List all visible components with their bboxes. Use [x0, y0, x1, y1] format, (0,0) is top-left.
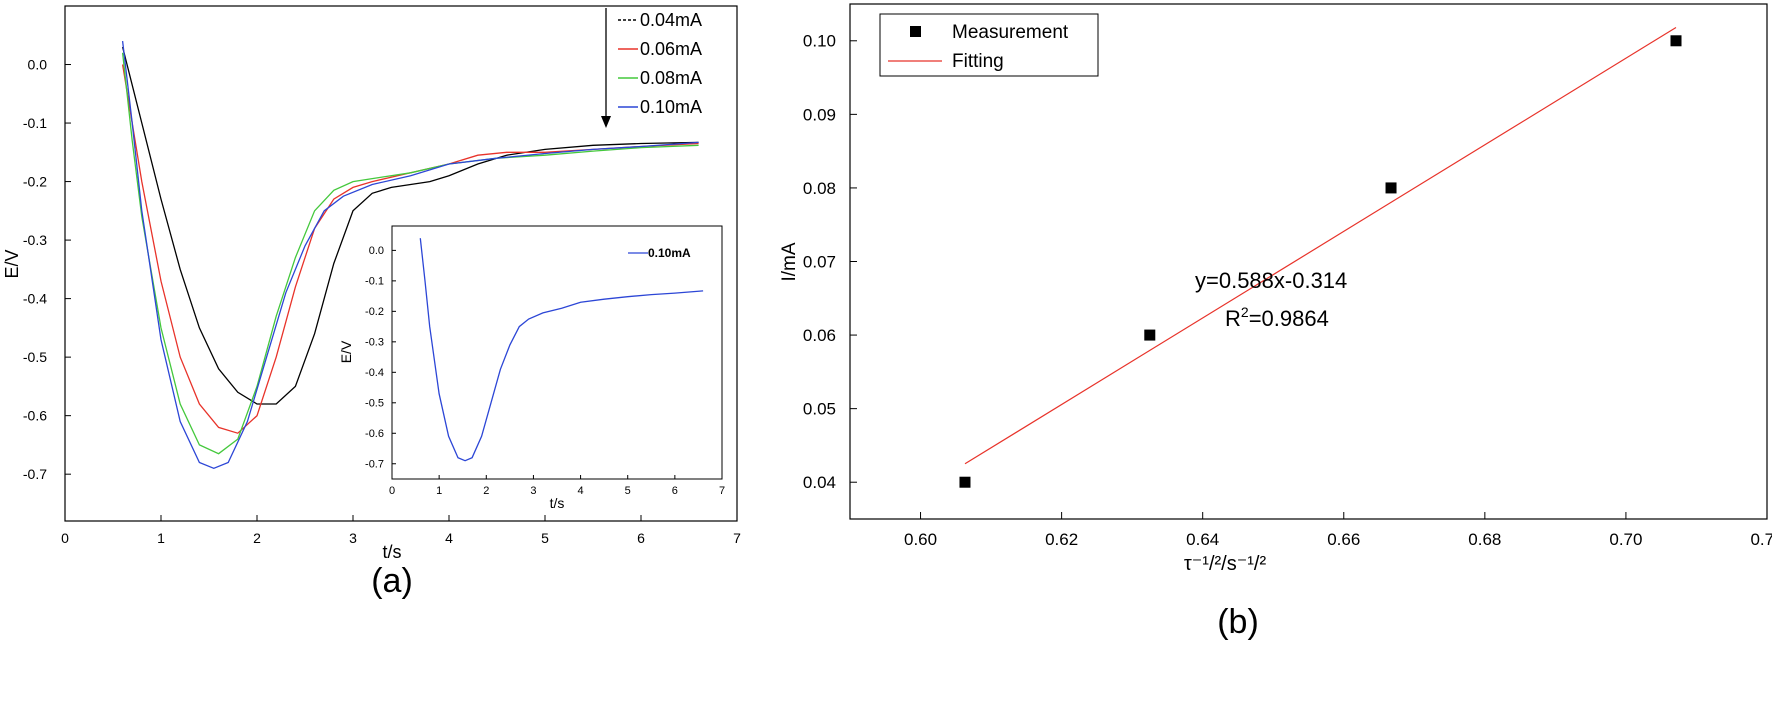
x-tick-label: 0.64	[1186, 530, 1219, 549]
x-tick-label: 7	[733, 530, 741, 546]
panel-b-data	[959, 26, 1682, 488]
inset-axes: 0 1 2 3 4 5 6 7 0.0 -0.1 -0.2 -0.3 -0.4 -0.5 -0.6 -0.7	[365, 245, 725, 497]
y-tick-label: 0.06	[803, 326, 836, 345]
fit-line	[964, 26, 1677, 465]
x-tick-label: 6	[637, 530, 645, 546]
y-tick-label: 0.07	[803, 252, 836, 271]
y-tick-label: -0.6	[365, 428, 384, 440]
x-tick-label: 4	[578, 485, 584, 497]
legend-label-measurement: Measurement	[952, 22, 1069, 43]
y-tick-label: -0.7	[23, 466, 47, 482]
y-tick-label: 0.04	[803, 473, 836, 492]
y-tick-label: 0.0	[369, 245, 384, 257]
x-tick-label: 0.72	[1750, 530, 1772, 549]
legend-box	[879, 13, 1099, 77]
panel-b-x-axis-label: τ⁻¹/²/s⁻¹/²	[1184, 553, 1267, 575]
inset-legend-label: 0.10mA	[648, 246, 691, 260]
r2-exponent: 2	[1241, 304, 1249, 320]
measurement-point	[1385, 182, 1397, 194]
y-tick-label: -0.3	[23, 232, 47, 248]
y-tick-label: -0.6	[23, 408, 47, 424]
y-tick-label: -0.2	[23, 173, 47, 189]
x-tick-label: 1	[157, 530, 165, 546]
panel-b-axes: 0.60 0.62 0.64 0.66 0.68 0.70 0.72 0.04 0.05 0.06…	[803, 32, 1772, 549]
x-tick-label: 7	[719, 485, 725, 497]
x-tick-label: 1	[436, 485, 442, 497]
fit-r-squared: R2=0.9864	[1225, 304, 1329, 331]
x-tick-label: 0.68	[1468, 530, 1501, 549]
measurement-point	[1670, 35, 1682, 47]
series-line-0.08mA	[121, 52, 699, 455]
panel-b-y-axis-label: I/mA	[779, 242, 800, 281]
panel-b: 0.60 0.62 0.64 0.66 0.68 0.70 0.72 0.04 0.05 0.06…	[779, 3, 1772, 641]
inset-frame	[391, 225, 723, 480]
panel-a-curves	[121, 41, 699, 470]
inset-curves	[419, 238, 704, 462]
x-tick-label: 3	[349, 530, 357, 546]
measurement-point	[959, 476, 971, 488]
inset-x-axis-label: t/s	[550, 495, 565, 511]
panel-a-x-axis-label: t/s	[382, 542, 401, 562]
x-tick-label: 2	[483, 485, 489, 497]
x-tick-label: 5	[625, 485, 631, 497]
y-tick-label: -0.1	[365, 276, 384, 288]
x-tick-label: 0.66	[1327, 530, 1360, 549]
y-tick-label: -0.3	[365, 337, 384, 349]
fit-equation: y=0.588x-0.314	[1195, 268, 1347, 293]
r2-value: =0.9864	[1249, 306, 1329, 331]
inset-y-axis-label: E/V	[338, 340, 354, 363]
y-tick-label: -0.7	[365, 459, 384, 471]
x-tick-label: 0	[389, 485, 395, 497]
x-tick-label: 0	[61, 530, 69, 546]
panel-a: 0 1 2 3 4 5 6 70.0-0.1-0.2-0.3-0.4-0.5-0.6-0.7 …	[2, 5, 741, 600]
x-tick-label: 6	[672, 485, 678, 497]
r2-prefix: R	[1225, 306, 1241, 331]
y-tick-label: -0.4	[365, 367, 384, 379]
x-tick-label: 0.60	[904, 530, 937, 549]
series-line-0.04mA	[121, 46, 699, 405]
panel-b-legend: Measurement Fitting	[879, 13, 1099, 77]
legend-label-fitting: Fitting	[952, 51, 1004, 72]
legend-label-1: 0.06mA	[640, 39, 702, 59]
panel-a-y-axis-label: E/V	[2, 249, 22, 278]
legend-marker-measurement	[910, 26, 921, 37]
x-tick-label: 5	[541, 530, 549, 546]
y-tick-label: -0.2	[365, 306, 384, 318]
panel-b-label: (b)	[1217, 603, 1259, 641]
legend-label-0: 0.04mA	[640, 10, 702, 30]
x-tick-label: 0.62	[1045, 530, 1078, 549]
panel-a-label: (a)	[371, 562, 413, 600]
y-tick-label: -0.4	[23, 291, 47, 307]
inset-series-line	[419, 238, 704, 462]
panel-b-plot-frame	[849, 3, 1768, 520]
measurement-point	[1144, 329, 1156, 341]
y-tick-label: 0.09	[803, 105, 836, 124]
series-line-0.10mA	[121, 41, 699, 470]
legend-label-2: 0.08mA	[640, 68, 702, 88]
y-tick-label: 0.0	[28, 56, 48, 72]
y-tick-label: 0.08	[803, 179, 836, 198]
legend-arrow-head	[601, 116, 611, 128]
y-tick-label: -0.1	[23, 115, 47, 131]
y-tick-label: 0.05	[803, 400, 836, 419]
y-tick-label: -0.5	[365, 398, 384, 410]
y-tick-label: 0.10	[803, 32, 836, 51]
x-tick-label: 0.70	[1609, 530, 1642, 549]
panel-a-axes: 0 1 2 3 4 5 6 7 0.0 -0.1 -0.2 -0.3 -0.4 -0.5 -0.6 -0.7	[23, 56, 741, 546]
legend-label-3: 0.10mA	[640, 97, 702, 117]
panel-a-legend: 0.04mA 0.06mA 0.08mA 0.10mA	[601, 8, 702, 128]
panel-a-inset: 0 1 2 3 4 5 6 70.0-0.1-0.2-0.3-0.4-0.5-0.6-0.7 …	[338, 225, 725, 511]
y-tick-label: -0.5	[23, 349, 47, 365]
x-tick-label: 3	[530, 485, 536, 497]
x-tick-label: 2	[253, 530, 261, 546]
x-tick-label: 4	[445, 530, 453, 546]
panel-a-plot-frame	[64, 5, 738, 522]
